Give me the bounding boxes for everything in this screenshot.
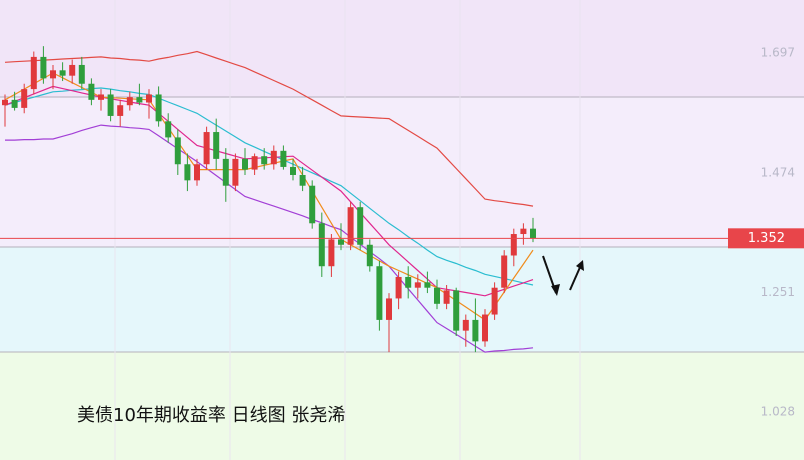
candle-body <box>434 287 440 304</box>
candle-body <box>30 56 37 90</box>
candle-body <box>424 282 431 288</box>
candle-body <box>194 164 200 181</box>
chart-title: 美债10年期收益率 日线图 张尧浠 <box>77 405 345 426</box>
plot: 1.028 1.251 1.474 1.697 <box>0 46 795 419</box>
arrow-up <box>569 264 582 291</box>
candle-body <box>462 319 469 331</box>
indicator-line <box>4 50 534 207</box>
candle-body <box>165 121 172 138</box>
candle-body <box>21 89 28 108</box>
candle-body <box>472 319 479 342</box>
candle-body <box>501 255 508 288</box>
candle-body <box>318 223 325 267</box>
candle-body <box>510 234 517 256</box>
candle-body <box>251 156 258 170</box>
zone <box>0 247 804 352</box>
zone <box>0 352 804 460</box>
candle-body <box>328 239 335 267</box>
candle-body <box>88 83 95 100</box>
candle-body <box>78 64 85 84</box>
candle-body <box>338 239 344 245</box>
candle-body <box>50 70 56 79</box>
candle-body <box>261 156 268 165</box>
candle-body <box>347 207 354 245</box>
candle-body <box>222 158 229 186</box>
candle-body <box>184 164 191 181</box>
candle-body <box>290 166 296 175</box>
y-tick-label: 1.251 <box>761 285 795 299</box>
candle-body <box>414 282 421 288</box>
dividers <box>114 0 581 460</box>
candle-body <box>232 158 239 186</box>
candle-body <box>69 64 76 76</box>
candle-body <box>395 276 402 299</box>
candle-body <box>174 137 181 165</box>
candle-body <box>126 97 133 106</box>
candle-body <box>2 99 8 106</box>
candle-body <box>107 94 114 116</box>
candle-body <box>357 207 364 245</box>
candle-body <box>203 132 210 165</box>
y-tick-label: 1.474 <box>761 165 795 179</box>
candle-body <box>386 298 392 320</box>
candle-body <box>136 97 143 103</box>
candle-body <box>280 150 287 167</box>
y-tick-label: 1.697 <box>761 46 795 60</box>
candle-body <box>376 266 383 320</box>
candle-body <box>59 70 66 76</box>
candle-body <box>270 150 277 165</box>
last-price-label: 1.352 <box>748 231 785 246</box>
last-price-box <box>728 228 804 249</box>
candle-body <box>405 276 412 288</box>
candle-body <box>146 94 152 103</box>
candle-body <box>40 56 47 79</box>
candle-body <box>443 290 450 304</box>
candle-body <box>299 174 306 186</box>
candle-body <box>98 94 104 100</box>
zone <box>0 97 804 247</box>
candle-body <box>309 185 316 224</box>
arrow-head <box>551 284 560 296</box>
candle-body <box>453 290 460 331</box>
candle-body <box>491 287 498 315</box>
candle-body <box>482 314 488 342</box>
candle-body <box>366 244 373 267</box>
candle-body <box>520 228 527 235</box>
candle-body <box>11 99 18 108</box>
candle-body <box>213 132 220 159</box>
candle-body <box>530 228 536 239</box>
candle-body <box>117 105 124 116</box>
zone <box>0 0 804 97</box>
candle-body <box>155 94 162 122</box>
indicator-line <box>5 124 534 353</box>
candle-body <box>242 158 248 170</box>
y-tick-label: 1.028 <box>761 405 795 419</box>
arrow-head <box>576 260 584 271</box>
